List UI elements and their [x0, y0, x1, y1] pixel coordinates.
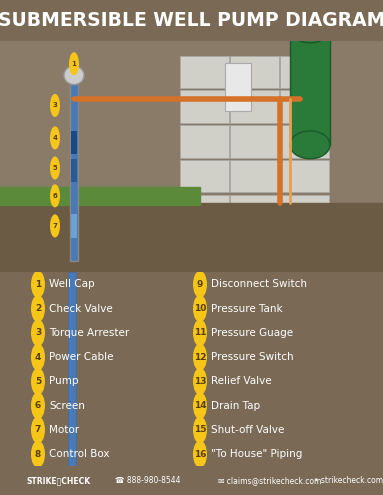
Text: STRIKEⓈCHECK: STRIKEⓈCHECK	[27, 476, 91, 485]
FancyBboxPatch shape	[0, 187, 200, 205]
Text: Pressure Guage: Pressure Guage	[211, 328, 293, 338]
FancyBboxPatch shape	[180, 55, 229, 88]
Text: Control Box: Control Box	[49, 449, 110, 459]
Text: 9: 9	[197, 280, 203, 289]
Circle shape	[193, 344, 207, 371]
Text: Check Valve: Check Valve	[49, 303, 113, 314]
Text: 11: 11	[194, 328, 206, 338]
FancyBboxPatch shape	[280, 91, 329, 123]
Ellipse shape	[64, 66, 84, 85]
Circle shape	[31, 368, 45, 395]
Text: SUBMERSIBLE WELL PUMP DIAGRAM: SUBMERSIBLE WELL PUMP DIAGRAM	[0, 11, 383, 30]
Text: 1: 1	[35, 280, 41, 289]
Text: Pressure Tank: Pressure Tank	[211, 303, 283, 314]
Text: 15: 15	[194, 425, 206, 435]
Text: 3: 3	[35, 328, 41, 338]
FancyBboxPatch shape	[224, 62, 250, 111]
FancyBboxPatch shape	[280, 55, 329, 88]
Text: 3: 3	[52, 102, 57, 108]
FancyBboxPatch shape	[229, 195, 278, 227]
Circle shape	[193, 416, 207, 444]
Circle shape	[31, 441, 45, 468]
Circle shape	[31, 295, 45, 322]
FancyBboxPatch shape	[280, 195, 329, 227]
Text: ☎ 888-980-8544: ☎ 888-980-8544	[115, 476, 180, 485]
Circle shape	[193, 295, 207, 322]
FancyBboxPatch shape	[71, 214, 77, 238]
FancyBboxPatch shape	[280, 125, 329, 157]
Circle shape	[50, 214, 60, 238]
Text: 5: 5	[52, 165, 57, 171]
Circle shape	[193, 392, 207, 419]
Circle shape	[31, 271, 45, 298]
Text: 4: 4	[35, 352, 41, 362]
Text: 10: 10	[194, 304, 206, 313]
Text: Screen: Screen	[49, 400, 85, 411]
Circle shape	[50, 184, 60, 207]
Text: Motor: Motor	[49, 425, 79, 435]
Text: 6: 6	[52, 193, 57, 199]
Text: 13: 13	[194, 377, 206, 386]
FancyBboxPatch shape	[70, 75, 78, 261]
Circle shape	[50, 156, 60, 180]
FancyBboxPatch shape	[180, 160, 229, 193]
Circle shape	[31, 344, 45, 371]
Text: Disconnect Switch: Disconnect Switch	[211, 279, 307, 290]
Text: 4: 4	[52, 135, 57, 141]
Text: Power Cable: Power Cable	[49, 352, 113, 362]
FancyBboxPatch shape	[0, 203, 383, 272]
Text: 7: 7	[52, 223, 57, 229]
FancyBboxPatch shape	[71, 159, 77, 182]
FancyBboxPatch shape	[280, 160, 329, 193]
Text: Well Cap: Well Cap	[49, 279, 95, 290]
Circle shape	[50, 126, 60, 149]
FancyBboxPatch shape	[68, 272, 76, 466]
Text: Pump: Pump	[49, 376, 79, 387]
Circle shape	[50, 94, 60, 117]
Circle shape	[31, 416, 45, 444]
Text: Pressure Switch: Pressure Switch	[211, 352, 294, 362]
Circle shape	[193, 271, 207, 298]
FancyBboxPatch shape	[180, 91, 229, 123]
FancyBboxPatch shape	[180, 125, 229, 157]
Ellipse shape	[290, 15, 330, 43]
FancyBboxPatch shape	[229, 55, 278, 88]
FancyBboxPatch shape	[290, 29, 330, 145]
Text: 8: 8	[35, 449, 41, 459]
Text: 2: 2	[35, 304, 41, 313]
Text: 5: 5	[35, 377, 41, 386]
Text: Relief Valve: Relief Valve	[211, 376, 272, 387]
Text: 16: 16	[194, 449, 206, 459]
Text: 7: 7	[35, 425, 41, 435]
Circle shape	[31, 319, 45, 346]
Text: 12: 12	[194, 352, 206, 362]
FancyBboxPatch shape	[229, 91, 278, 123]
FancyBboxPatch shape	[229, 125, 278, 157]
Text: 1: 1	[72, 61, 77, 67]
Ellipse shape	[290, 131, 330, 159]
Text: 14: 14	[194, 401, 206, 410]
Circle shape	[193, 441, 207, 468]
FancyBboxPatch shape	[71, 131, 77, 154]
Text: Shut-off Valve: Shut-off Valve	[211, 425, 284, 435]
FancyBboxPatch shape	[229, 160, 278, 193]
Circle shape	[69, 52, 79, 75]
Circle shape	[193, 319, 207, 346]
Text: 6: 6	[35, 401, 41, 410]
Circle shape	[31, 392, 45, 419]
Circle shape	[193, 368, 207, 395]
FancyBboxPatch shape	[71, 187, 77, 210]
Text: ✉ claims@strikecheck.com: ✉ claims@strikecheck.com	[218, 476, 322, 485]
Text: Torque Arrester: Torque Arrester	[49, 328, 129, 338]
Text: • strikecheck.com: • strikecheck.com	[314, 476, 383, 485]
Text: "To House" Piping: "To House" Piping	[211, 449, 302, 459]
FancyBboxPatch shape	[180, 195, 229, 227]
FancyBboxPatch shape	[0, 41, 383, 272]
Text: Drain Tap: Drain Tap	[211, 400, 260, 411]
